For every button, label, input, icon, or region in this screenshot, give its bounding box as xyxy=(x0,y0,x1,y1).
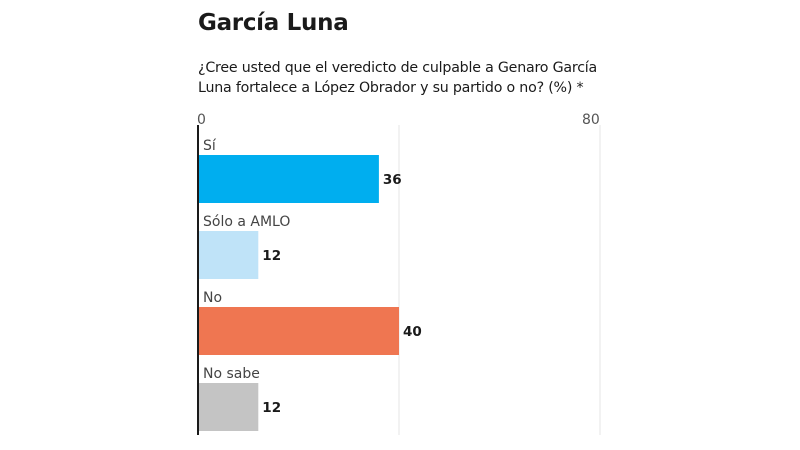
bar-2 xyxy=(198,307,399,355)
category-label: Sólo a AMLO xyxy=(203,214,290,230)
gridlines xyxy=(398,125,601,435)
value-label: 36 xyxy=(383,172,402,188)
category-label: No sabe xyxy=(203,366,260,382)
chart-title: García Luna xyxy=(198,10,349,36)
bar-0 xyxy=(198,155,379,203)
category-label: Sí xyxy=(203,138,217,154)
bar-1 xyxy=(198,231,259,279)
bars: Sí 36 Sólo a AMLO 12 No 40 No sabe 12 xyxy=(198,138,422,431)
value-label: 12 xyxy=(262,248,281,264)
bar-3 xyxy=(198,383,259,431)
value-label: 40 xyxy=(403,324,422,340)
value-label: 12 xyxy=(262,400,281,416)
chart-subtitle: ¿Cree usted que el veredicto de culpable… xyxy=(198,60,598,96)
axis-ticks: 0 80 xyxy=(197,112,600,128)
category-label: No xyxy=(203,290,222,306)
tick-label-0: 0 xyxy=(197,112,206,128)
tick-label-80: 80 xyxy=(582,112,600,128)
